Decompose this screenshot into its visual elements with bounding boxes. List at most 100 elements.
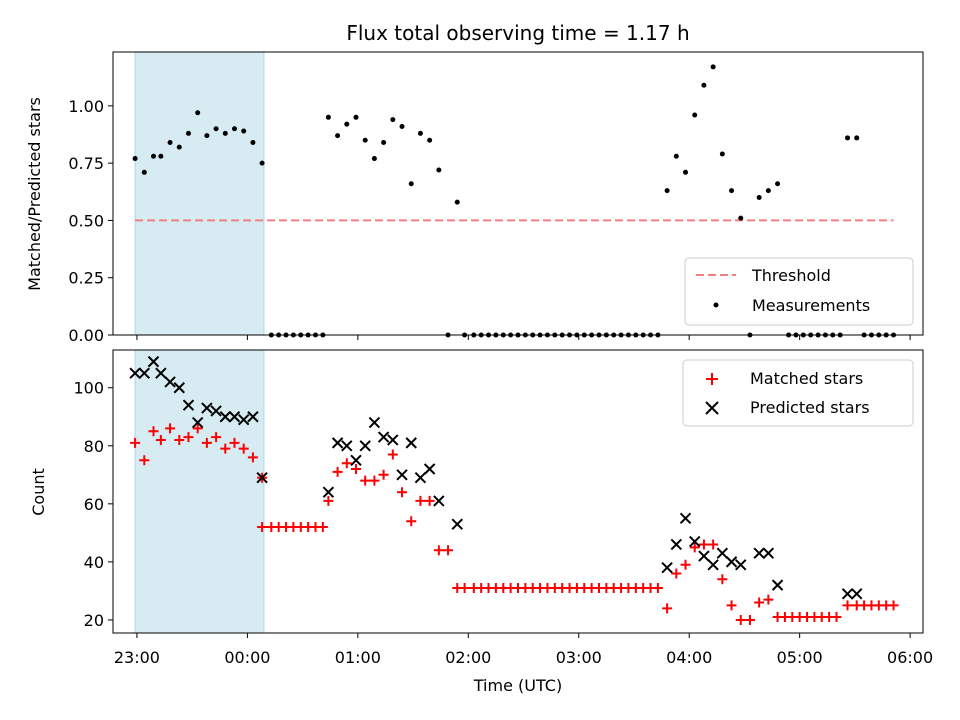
- matched-star-point: [680, 559, 691, 570]
- predicted-star-point: [698, 550, 710, 562]
- y-tick-label: 100: [73, 379, 104, 398]
- predicted-star-point: [433, 495, 445, 507]
- predicted-star-point: [377, 431, 390, 443]
- measurement-point: [362, 137, 368, 143]
- measurement-point: [132, 156, 138, 162]
- y-tick-label: 0.50: [68, 211, 104, 230]
- matched-star-point: [369, 475, 380, 486]
- predicted-star-point: [341, 440, 353, 452]
- matched-star-point: [323, 495, 334, 506]
- x-tick-label: 03:00: [556, 648, 602, 667]
- matched-star-point: [689, 542, 700, 553]
- measurement-point: [436, 167, 442, 173]
- matched-star-point: [155, 434, 166, 445]
- top-y-axis-label: Matched/Predicted stars: [25, 97, 44, 291]
- measurement-point: [701, 82, 707, 88]
- predicted-star-point: [368, 416, 381, 429]
- matched-star-point: [378, 469, 389, 480]
- measurement-point: [775, 181, 781, 187]
- predicted-star-point: [350, 454, 362, 467]
- predicted-star-point: [405, 437, 417, 449]
- matched-star-point: [130, 437, 141, 448]
- predicted-star-point: [219, 411, 232, 423]
- measurement-point: [353, 114, 359, 120]
- top-x-ticks: [136, 335, 911, 340]
- x-tick-label: 01:00: [335, 648, 381, 667]
- measurement-point: [335, 133, 341, 139]
- measurement-point: [222, 130, 228, 136]
- predicted-star-point: [164, 376, 176, 388]
- matched-star-point: [424, 495, 435, 506]
- matched-star-point: [148, 426, 159, 437]
- legend-measurements-label: Measurements: [752, 296, 870, 315]
- matched-star-point: [139, 455, 150, 466]
- predicted-star-point: [753, 547, 765, 559]
- predicted-star-point: [191, 416, 204, 429]
- measurement-point: [692, 112, 698, 118]
- measurement-point: [454, 199, 460, 205]
- predicted-star-point: [735, 559, 747, 571]
- measurement-point: [325, 114, 331, 120]
- x-axis-label: Time (UTC): [473, 676, 562, 695]
- measurement-point: [408, 181, 414, 187]
- predicted-star-point: [359, 440, 371, 452]
- matched-star-point: [888, 600, 899, 611]
- measurement-point: [765, 188, 771, 194]
- matched-star-point: [341, 458, 352, 469]
- matched-star-point: [717, 574, 728, 585]
- measurement-point: [427, 137, 433, 143]
- predicted-star-point: [771, 579, 784, 591]
- predicted-star-point: [237, 413, 250, 426]
- measurement-point: [399, 123, 405, 129]
- predicted-star-point: [256, 472, 268, 484]
- predicted-star-point: [670, 538, 683, 551]
- x-tick-label: 05:00: [777, 648, 823, 667]
- bottom-x-ticks: 23:00 00:00 01:00 02:00 03:00 04:00 05:00 06:00: [114, 633, 933, 667]
- matched-star-point: [238, 443, 249, 454]
- measurement-point: [710, 64, 716, 70]
- top-legend: Threshold Measurements: [684, 257, 914, 326]
- measurement-point: [381, 140, 387, 146]
- predicted-star-point: [387, 434, 399, 446]
- matched-star-point: [735, 614, 746, 625]
- matched-star-point: [763, 594, 774, 605]
- y-tick-label: 80: [84, 437, 104, 456]
- measurement-point: [204, 133, 210, 139]
- matched-stars-points: [130, 423, 899, 625]
- matched-star-point: [165, 423, 176, 434]
- predicted-star-point: [661, 561, 673, 574]
- matched-star-point: [842, 600, 853, 611]
- measurement-point: [141, 169, 147, 175]
- shaded-interval: [134, 349, 265, 634]
- measurement-point: [176, 144, 182, 150]
- bottom-panel: 20 40 60 80 100 23:00 00:00 01:00 02:00 03:00 04:…: [29, 349, 933, 695]
- measurement-point: [417, 130, 423, 136]
- shaded-region: [134, 51, 265, 336]
- predicted-star-point: [851, 588, 863, 600]
- predicted-star-point: [155, 367, 167, 379]
- matched-star-point: [174, 434, 185, 445]
- predicted-star-point: [147, 355, 160, 368]
- matched-star-point: [744, 614, 755, 625]
- top-y-ticks: 0.00 0.25 0.50 0.75 1.00: [68, 97, 113, 345]
- predicted-star-point: [210, 405, 222, 417]
- matched-star-point: [257, 522, 268, 533]
- predicted-star-point: [679, 512, 692, 525]
- matched-star-point: [831, 612, 842, 623]
- measurement-point: [371, 156, 377, 162]
- predicted-star-point: [182, 399, 195, 411]
- matched-star-point: [443, 545, 454, 556]
- measurement-point: [756, 195, 762, 201]
- bottom-legend: Matched stars Predicted stars: [682, 359, 914, 427]
- measurement-point: [673, 153, 679, 159]
- matched-star-point: [406, 516, 417, 527]
- matched-star-point: [351, 464, 361, 475]
- y-tick-label: 0.75: [68, 154, 104, 173]
- matched-star-point: [726, 600, 737, 611]
- measurement-point: [158, 153, 164, 159]
- matched-star-point: [332, 466, 343, 477]
- measurement-point: [241, 128, 247, 134]
- measurement-point: [213, 126, 219, 132]
- measurement-point: [664, 188, 670, 194]
- matched-star-point: [317, 522, 328, 533]
